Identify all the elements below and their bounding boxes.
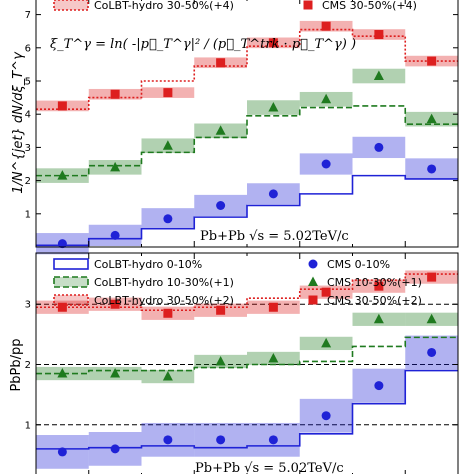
legend-label: CoLBT-hydro 10-30%(+1) (94, 276, 234, 289)
data-point-triangle (215, 125, 226, 135)
data-point-square (268, 302, 278, 312)
top-legend: CoLBT-hydro 30-50%(+4) CMS 30-50%(+4) (53, 0, 417, 12)
model-step-line (36, 273, 458, 312)
data-point-circle (374, 381, 384, 391)
legend-label: CoLBT-hydro 30-50%(+4) (94, 0, 234, 12)
bottom-y-axis-label: PbPb/pp (9, 338, 24, 391)
y-tick-label: 7 (25, 10, 31, 21)
top-y-ticks: 1 2 3 4 5 6 7 (25, 0, 458, 247)
legend-marker-line (53, 294, 89, 306)
legend-label: CMS 10-30%(+1) (327, 276, 422, 289)
bottom-panel: 123 CoLBT-hydro 0-10% CMS 0-10%CoLBT-hydr… (9, 252, 459, 474)
data-point-triangle (57, 170, 68, 180)
data-point-square (110, 299, 120, 309)
data-point-triangle (110, 161, 121, 172)
y-tick-label: 2 (25, 176, 31, 187)
data-point-square (216, 305, 226, 315)
bottom-marks (36, 270, 458, 469)
data-point-triangle (110, 368, 121, 378)
top-annotation: Pb+Pb √s = 5.02TeV/c (200, 229, 349, 244)
legend-marker-line (53, 258, 89, 270)
legend-label: CoLBT-hydro 30-50%(+2) (94, 294, 234, 307)
data-point-triangle (268, 102, 279, 112)
bottom-y-ticks: 1 2 3 (25, 253, 458, 474)
data-point-triangle (57, 368, 68, 378)
y-tick-label: 3 (25, 300, 31, 311)
y-tick-label: 5 (25, 77, 31, 88)
data-point-triangle (162, 140, 173, 150)
model-step-line (36, 336, 458, 375)
y-tick-label: 3 (25, 143, 31, 154)
data-point-triangle (321, 337, 332, 348)
data-point-circle (268, 189, 278, 199)
data-point-square (321, 287, 331, 297)
data-point-square (163, 308, 173, 318)
data-point-triangle (268, 352, 279, 363)
data-point-triangle (162, 371, 173, 381)
bottom-legend: CoLBT-hydro 0-10% CMS 0-10% CoLBT-hydro 10… (53, 258, 422, 307)
data-point-circle (163, 435, 173, 445)
data-point-circle (110, 444, 120, 454)
data-point-square (216, 58, 226, 68)
bottom-annotation: Pb+Pb √s = 5.02TeV/c (195, 461, 344, 474)
data-point-circle (427, 164, 437, 174)
data-point-circle (321, 411, 331, 421)
data-point-triangle (373, 70, 384, 81)
top-panel: 1 2 3 4 5 6 7 CoLBT-hydro 30-50%(+4) CMS 30-50%… (11, 0, 459, 255)
data-point-square (427, 272, 437, 282)
data-point-triangle (426, 113, 437, 124)
data-point-square (57, 302, 67, 312)
data-point-circle (216, 201, 226, 210)
legend-marker-square (308, 295, 318, 305)
data-point-circle (163, 214, 173, 224)
data-point-triangle (373, 313, 384, 324)
data-point-square (321, 21, 331, 31)
legend-marker-triangle (308, 276, 318, 286)
data-point-triangle (321, 93, 332, 104)
legend-label: CMS 30-50%(+2) (327, 294, 422, 307)
legend-marker-line (53, 0, 89, 11)
top-formula: ξ_T^γ = ln( -|p⃗_T^γ|² / (p⃗_T^trk · p⃗_… (50, 37, 356, 52)
data-point-square (268, 38, 278, 48)
data-point-circle (374, 142, 384, 152)
y-tick-label: 1 (25, 420, 31, 431)
data-point-circle (110, 230, 120, 240)
y-tick-label: 4 (25, 110, 31, 121)
data-point-square (374, 281, 384, 291)
data-point-square (374, 30, 384, 40)
data-point-circle (216, 435, 226, 445)
data-point-triangle (426, 313, 437, 324)
legend-label: CoLBT-hydro 0-10% (94, 258, 202, 271)
top-y-axis-label: 1/N^{jet} dN/dξ_T^γ (11, 51, 26, 194)
legend-marker-line (53, 276, 89, 288)
legend-marker-circle (308, 259, 318, 269)
legend-label: CMS 30-50%(+4) (322, 0, 417, 12)
data-point-square (57, 101, 67, 111)
top-marks (36, 20, 458, 255)
data-point-square (427, 56, 437, 66)
data-point-triangle (215, 355, 226, 366)
data-point-square (163, 88, 173, 98)
data-point-circle (321, 159, 331, 169)
y-tick-label: 6 (25, 43, 31, 54)
y-tick-label: 1 (25, 209, 31, 220)
legend-marker-square (303, 0, 313, 10)
data-point-circle (268, 435, 278, 445)
data-point-square (110, 89, 120, 99)
y-tick-label: 2 (25, 360, 31, 371)
data-point-circle (57, 239, 67, 249)
data-point-circle (57, 447, 67, 457)
legend-label: CMS 0-10% (327, 258, 390, 271)
data-point-circle (427, 347, 437, 357)
